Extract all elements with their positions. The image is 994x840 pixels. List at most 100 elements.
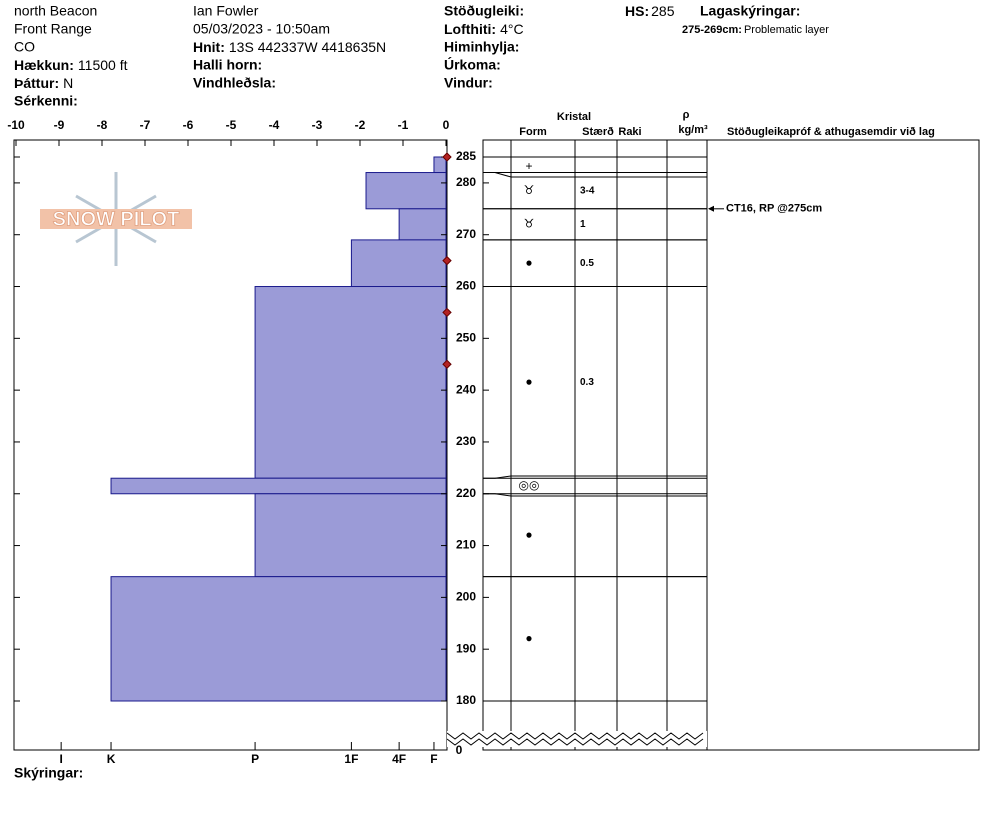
observer: Ian Fowler: [193, 3, 259, 19]
grain-form: ♉: [524, 217, 535, 231]
x-tick-label: -9: [54, 118, 65, 132]
grain-size: 0.5: [580, 258, 594, 269]
y-tick-label: 260: [456, 279, 476, 293]
y-tick-label: 270: [456, 227, 476, 241]
grain-size: 0.3: [580, 377, 594, 388]
hardness-label: P: [251, 752, 259, 766]
grain-form: ♉: [524, 183, 535, 197]
label: 275-269cm:: [682, 24, 742, 36]
value: 4°C: [500, 21, 524, 37]
y-tick-label: 240: [456, 382, 476, 396]
label: Hnit:: [193, 39, 225, 55]
grain-form: ●: [525, 375, 532, 389]
grain-form: ●: [525, 631, 532, 645]
y-tick-label: 285: [456, 149, 476, 163]
hardness-bar: [398, 208, 447, 241]
hardness-bar: [365, 172, 447, 210]
datetime: 05/03/2023 - 10:50am: [193, 21, 330, 37]
layer-connector: [483, 475, 512, 479]
test-arrowhead: [708, 205, 714, 212]
place: CO: [14, 39, 35, 55]
grain-form: +: [525, 159, 532, 173]
column-header: Kristal: [557, 111, 591, 123]
label: Halli horn:: [193, 57, 262, 73]
place: north Beacon: [14, 3, 97, 19]
layer-connector: [483, 172, 512, 178]
x-tick-label: -4: [269, 118, 280, 132]
hardness-bar: [110, 576, 447, 702]
grain-form: ◎◎: [519, 478, 540, 492]
ground-label: 0: [456, 743, 463, 757]
marker: [442, 152, 452, 162]
marker: [442, 359, 452, 369]
field: Þáttur: N: [14, 75, 73, 91]
label: Úrkoma:: [444, 56, 501, 73]
axis-break: [446, 738, 704, 746]
label: HS:: [625, 3, 649, 19]
y-tick-label: 220: [456, 486, 476, 500]
legend-entry: 275-269cm: Problematic layer: [682, 24, 829, 36]
y-tick-label: 230: [456, 434, 476, 448]
marker: [442, 307, 452, 318]
field: HS: 285: [625, 3, 675, 19]
logo: SNOW PILOT: [40, 172, 192, 266]
grain-size: 1: [580, 219, 586, 230]
y-tick-label: 280: [456, 175, 476, 189]
label: Sérkenni:: [14, 93, 78, 109]
header: north Beacon Front Range CO Hækkun: 11500…: [14, 3, 829, 109]
value: Problematic layer: [744, 24, 829, 36]
x-tick-label: -2: [355, 118, 366, 132]
marker: [442, 255, 452, 266]
label: Himinhylja:: [444, 39, 519, 55]
hardness-label: K: [107, 752, 116, 766]
legend-title: Lagaskýringar:: [700, 3, 800, 19]
column-header: ρ: [683, 109, 690, 121]
label: Þáttur:: [14, 75, 59, 91]
column-header: Raki: [618, 126, 641, 138]
hardness-bar: [433, 156, 447, 174]
y-tick-label: 200: [456, 590, 476, 604]
value: N: [63, 75, 73, 91]
label: Hækkun:: [14, 57, 74, 73]
field: Hnit: 13S 442337W 4418635N: [193, 39, 386, 55]
layer-table: [482, 139, 980, 751]
x-tick-label: -3: [312, 118, 323, 132]
field: Hækkun: 11500 ft: [14, 57, 128, 73]
column-headers: Kristal Form Stærð Raki ρ kg/m³ Stöðugle…: [519, 109, 935, 138]
grain-form: ●: [525, 527, 532, 541]
hardness-label: 4F: [392, 752, 406, 766]
column-header: Form: [519, 126, 547, 138]
y-tick-label: 190: [456, 641, 476, 655]
footer: Skýringar:: [14, 765, 83, 781]
x-tick-label: -7: [140, 118, 151, 132]
logo-text: SNOW PILOT: [53, 208, 180, 230]
column-header: Stöðugleikapróf & athugasemdir við lag: [727, 126, 935, 138]
y-tick-label: 250: [456, 331, 476, 345]
label: Vindur:: [444, 75, 493, 91]
value: 13S 442337W 4418635N: [229, 39, 386, 55]
x-tick-label: -8: [97, 118, 108, 132]
test-label: CT16, RP @275cm: [726, 203, 822, 215]
label: Lofthiti:: [444, 21, 496, 37]
axis-break: [446, 732, 704, 740]
y-tick-label: 210: [456, 538, 476, 552]
x-tick-label: 0: [443, 118, 450, 132]
hardness-bar: [350, 239, 447, 288]
label: Stöðugleiki:: [444, 3, 524, 19]
value: 11500 ft: [78, 57, 128, 73]
place: Front Range: [14, 21, 92, 37]
hardness-label: 1F: [344, 752, 358, 766]
value: 285: [651, 3, 675, 19]
x-tick-label: -5: [226, 118, 237, 132]
hardness-bar: [254, 493, 447, 578]
y-tick-label: 180: [456, 693, 476, 707]
x-tick-label: -10: [7, 118, 25, 132]
field: Lofthiti: 4°C: [444, 21, 524, 37]
grain-size: 3-4: [580, 185, 595, 196]
hardness-label: I: [59, 752, 62, 766]
label: Vindhleðsla:: [193, 75, 276, 91]
hardness-bar: [110, 477, 447, 495]
x-tick-label: -1: [398, 118, 409, 132]
grain-form: ●: [525, 255, 532, 269]
